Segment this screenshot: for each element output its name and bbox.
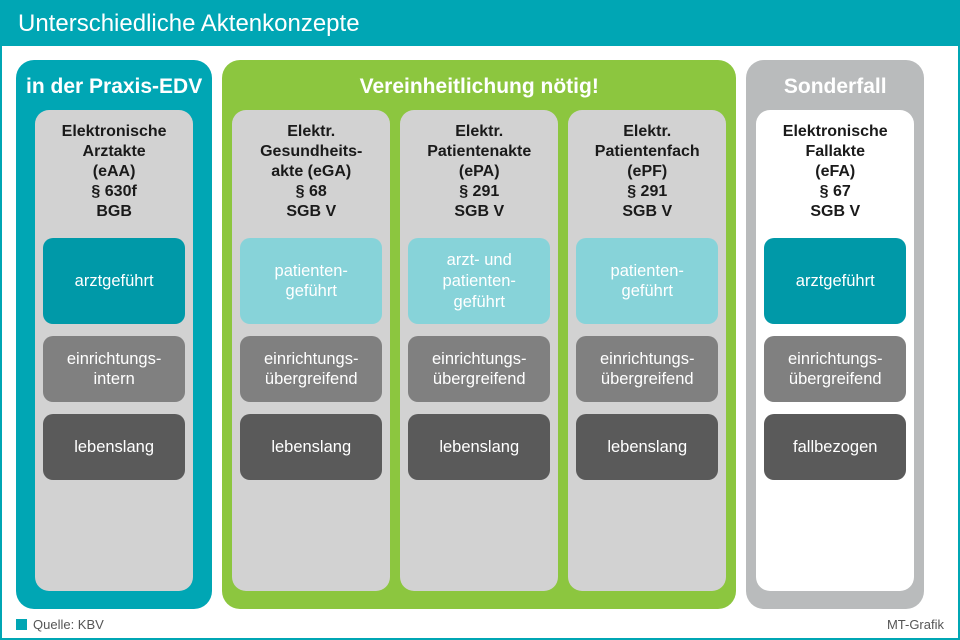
cells: arztgeführt einrichtungs- intern lebenslan…	[43, 238, 185, 480]
attribute-cell: lebenslang	[408, 414, 550, 480]
column-heading: Elektr. Patientenfach (ePF) § 291 SGB V	[595, 120, 700, 238]
attribute-cell: einrichtungs- übergreifend	[408, 336, 550, 402]
group-title: Sonderfall	[784, 74, 887, 100]
attribute-cell: einrichtungs- übergreifend	[764, 336, 906, 402]
group-columns: Elektronische Fallakte (eFA) § 67 SGB Va…	[756, 110, 914, 591]
footer-source: Quelle: KBV	[16, 617, 104, 632]
footer: Quelle: KBV MT-Grafik	[2, 613, 958, 638]
group-columns: Elektr. Gesundheits- akte (eGA) § 68 SGB…	[232, 110, 726, 591]
group-0: in der Praxis-EDV Elektronische Arztakte …	[16, 60, 212, 609]
attribute-cell: arzt- und patienten- geführt	[408, 238, 550, 324]
footer-credit: MT-Grafik	[887, 617, 944, 632]
attribute-cell: fallbezogen	[764, 414, 906, 480]
attribute-cell: patienten- geführt	[240, 238, 382, 324]
cells: arzt- und patienten- geführt einrichtungs…	[408, 238, 550, 480]
attribute-cell: einrichtungs- intern	[43, 336, 185, 402]
group-columns: Elektronische Arztakte (eAA) § 630f BGBa…	[35, 110, 193, 591]
attribute-cell: patienten- geführt	[576, 238, 718, 324]
column-heading: Elektronische Arztakte (eAA) § 630f BGB	[62, 120, 167, 238]
group-1: Vereinheitlichung nötig! Elektr. Gesundhe…	[222, 60, 736, 609]
attribute-cell: arztgeführt	[43, 238, 185, 324]
infographic-wrap: Unterschiedliche Aktenkonzepte in der Pr…	[0, 0, 960, 640]
page-title: Unterschiedliche Aktenkonzepte	[2, 2, 958, 46]
column-heading: Elektronische Fallakte (eFA) § 67 SGB V	[783, 120, 888, 238]
column: Elektr. Patientenakte (ePA) § 291 SGB Va…	[400, 110, 558, 591]
cells: patienten- geführt einrichtungs- übergrei…	[240, 238, 382, 480]
cells: patienten- geführt einrichtungs- übergrei…	[576, 238, 718, 480]
column: Elektronische Arztakte (eAA) § 630f BGBa…	[35, 110, 193, 591]
attribute-cell: lebenslang	[576, 414, 718, 480]
column-heading: Elektr. Gesundheits- akte (eGA) § 68 SGB…	[260, 120, 362, 238]
attribute-cell: einrichtungs- übergreifend	[576, 336, 718, 402]
attribute-cell: lebenslang	[43, 414, 185, 480]
cells: arztgeführt einrichtungs- übergreifend fal…	[764, 238, 906, 480]
attribute-cell: einrichtungs- übergreifend	[240, 336, 382, 402]
column: Elektronische Fallakte (eFA) § 67 SGB Va…	[756, 110, 914, 591]
attribute-cell: lebenslang	[240, 414, 382, 480]
column: Elektr. Gesundheits- akte (eGA) § 68 SGB…	[232, 110, 390, 591]
attribute-cell: arztgeführt	[764, 238, 906, 324]
group-title: Vereinheitlichung nötig!	[360, 74, 599, 100]
column-heading: Elektr. Patientenakte (ePA) § 291 SGB V	[427, 120, 531, 238]
group-2: Sonderfall Elektronische Fallakte (eFA) §…	[746, 60, 924, 609]
group-title: in der Praxis-EDV	[26, 74, 202, 100]
content-area: in der Praxis-EDV Elektronische Arztakte …	[2, 46, 958, 613]
column: Elektr. Patientenfach (ePF) § 291 SGB Vp…	[568, 110, 726, 591]
